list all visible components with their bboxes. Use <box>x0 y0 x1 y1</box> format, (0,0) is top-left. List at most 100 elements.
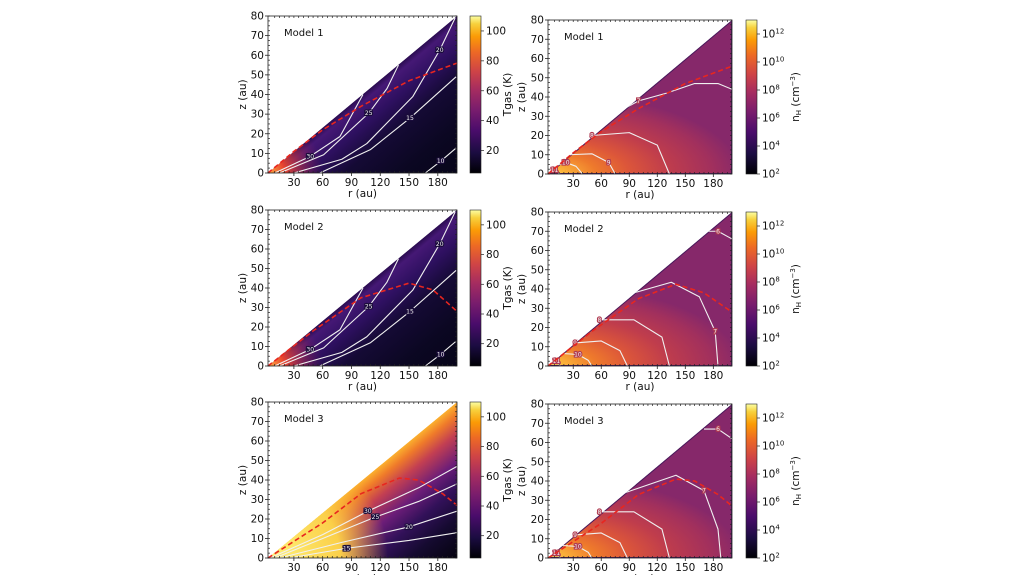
y-axis-label: z (au) <box>237 465 249 495</box>
x-tick-label: 60 <box>595 370 608 382</box>
contour-label: 8 <box>597 317 601 324</box>
panel-density-3: 11 10 9 8 7 6 30 60 90 120 150 180 0 10 20 30 40 50 60 70 80… <box>516 399 803 575</box>
tick-exponent: 6 <box>775 112 780 120</box>
colorbar-tick-label: 1012 <box>762 28 784 41</box>
contour-line-30 <box>269 465 457 558</box>
contour-label: 30 <box>364 508 372 515</box>
contour-line-30 <box>274 94 364 173</box>
colorbar-tick-label: 40 <box>486 501 499 513</box>
tick-base: 10 <box>762 305 775 317</box>
y-axis-label: z (au) <box>516 274 528 304</box>
contour-label: 10 <box>574 351 582 358</box>
x-tick-label: 30 <box>287 370 300 382</box>
colorbar-tick-label: 108 <box>762 84 780 97</box>
x-tick-label: 60 <box>316 562 329 574</box>
colorbar-tick-label: 102 <box>762 360 780 373</box>
y-tick-label: 60 <box>251 50 264 62</box>
colorbar-tick-label: 20 <box>486 145 499 157</box>
y-tick-label: 30 <box>531 303 544 315</box>
colorbar-tick-label: 100 <box>486 411 506 423</box>
contour-line-20 <box>279 510 457 558</box>
contour-line-20 <box>293 211 456 366</box>
contour-label: 30 <box>306 153 314 160</box>
x-tick-label: 150 <box>675 562 695 574</box>
contour-label: 11 <box>553 550 561 557</box>
x-tick-label: 150 <box>399 177 419 189</box>
tick-exponent: 2 <box>775 552 779 560</box>
y-tick-label: 50 <box>531 72 544 84</box>
y-tick-label: 60 <box>531 437 544 449</box>
x-axis-label: r (au) <box>626 573 655 575</box>
model-label: Model 2 <box>564 224 604 235</box>
colorbar-tick-label: 1010 <box>762 56 784 69</box>
x-tick-label: 90 <box>345 177 358 189</box>
colorbar-tick-label: 100 <box>486 219 506 231</box>
colorbar-tick-label: 40 <box>486 309 499 321</box>
colorbar-tick-label: 60 <box>486 279 499 291</box>
colorbar-tick-label: 106 <box>762 112 780 125</box>
y-tick-label: 10 <box>251 533 264 545</box>
tick-base: 10 <box>762 361 775 373</box>
colorbar-gradient <box>469 15 482 174</box>
y-tick-label: 40 <box>251 475 264 487</box>
contour-line-9 <box>575 532 628 558</box>
contour-label: 9 <box>607 159 611 166</box>
contour-label: 9 <box>573 340 577 347</box>
tick-exponent: 4 <box>775 332 780 340</box>
y-tick-label: 50 <box>251 455 264 467</box>
y-tick-label: 0 <box>257 553 264 565</box>
panel-density-2: 11 10 9 8 7 6 30 60 90 120 150 180 0 10 20 30 40 50 60 70 80… <box>516 207 803 394</box>
colorbar-tick-label: 104 <box>762 332 780 345</box>
y-tick-label: 40 <box>531 476 544 488</box>
colorbar-tick-label: 106 <box>762 304 780 317</box>
model-label: Model 3 <box>284 414 324 425</box>
tick-exponent: 6 <box>775 304 780 312</box>
hot-surface-region <box>268 402 457 558</box>
tick-base: 10 <box>762 441 775 453</box>
y-tick-label: 70 <box>251 224 264 236</box>
x-tick-label: 90 <box>345 562 358 574</box>
colorbar-gradient <box>745 211 758 367</box>
contour-line-20 <box>293 17 456 173</box>
contour-label: 7 <box>637 98 641 105</box>
tick-base: 10 <box>762 169 775 181</box>
colorbar: 20 40 60 80 100 Tgas (K) <box>469 15 514 174</box>
tick-exponent: 12 <box>775 28 784 36</box>
y-tick-label: 80 <box>531 399 544 411</box>
x-tick-label: 30 <box>287 177 300 189</box>
contour-line-25 <box>279 64 399 173</box>
y-tick-label: 80 <box>251 205 264 217</box>
contour-label: 8 <box>590 133 594 140</box>
y-tick-label: 0 <box>257 361 264 373</box>
contour-label: 9 <box>573 532 577 539</box>
y-tick-label: 70 <box>531 418 544 430</box>
contour-label: 11 <box>551 167 559 174</box>
x-tick-label: 180 <box>428 177 448 189</box>
y-tick-label: 0 <box>257 168 264 180</box>
contour-line-8 <box>591 132 670 174</box>
y-tick-label: 10 <box>251 148 264 160</box>
contour-label: 6 <box>716 228 720 235</box>
x-tick-label: 60 <box>316 370 329 382</box>
tick-exponent: 4 <box>775 140 780 148</box>
tick-exponent: 12 <box>775 220 784 228</box>
y-tick-label: 70 <box>251 30 264 42</box>
colorbar-tick-label: 40 <box>486 115 499 127</box>
y-tick-label: 50 <box>531 264 544 276</box>
colorbar-label: Tgas (K) <box>502 458 514 502</box>
x-tick-label: 180 <box>428 370 448 382</box>
tick-base: 10 <box>762 249 775 261</box>
colorbar: 20 40 60 80 100 Tgas (K) <box>469 401 514 559</box>
contour-line-7 <box>633 281 719 366</box>
heatmap-field <box>268 402 457 558</box>
contour-label: 20 <box>405 524 413 531</box>
x-tick-label: 120 <box>647 178 667 190</box>
y-tick-label: 30 <box>251 302 264 314</box>
colorbar-tick-label: 1010 <box>762 248 784 261</box>
y-tick-label: 70 <box>531 226 544 238</box>
y-tick-label: 80 <box>251 11 264 23</box>
contour-line-15 <box>319 76 457 173</box>
contour-line-25 <box>274 483 457 558</box>
y-tick-label: 30 <box>531 111 544 123</box>
contour-line-10 <box>425 147 457 173</box>
